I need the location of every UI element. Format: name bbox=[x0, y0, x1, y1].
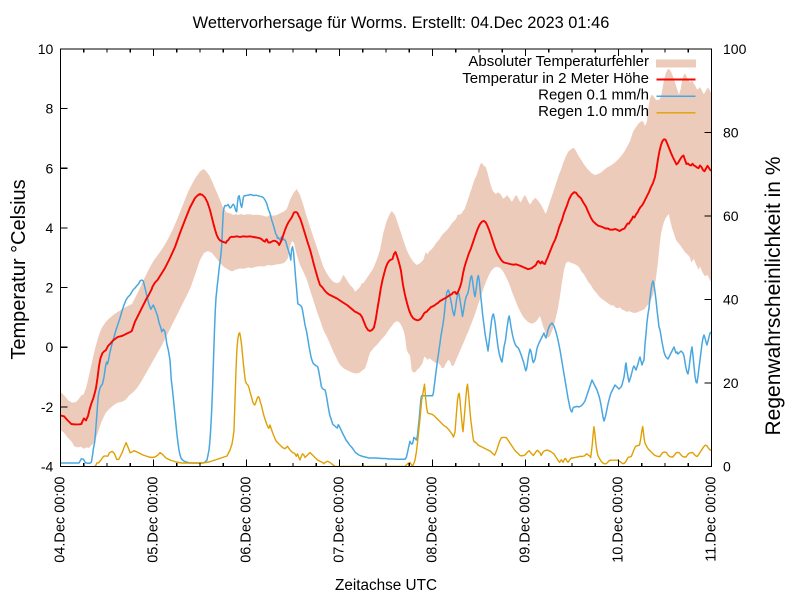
svg-text:6: 6 bbox=[46, 160, 54, 176]
svg-text:0: 0 bbox=[46, 339, 54, 355]
svg-text:06.Dec 00:00: 06.Dec 00:00 bbox=[239, 477, 255, 563]
svg-text:Regen 0.1 mm/h: Regen 0.1 mm/h bbox=[538, 86, 649, 103]
svg-text:10.Dec 00:00: 10.Dec 00:00 bbox=[611, 477, 627, 563]
svg-text:-2: -2 bbox=[41, 399, 54, 415]
svg-text:Wettervorhersage für Worms. Er: Wettervorhersage für Worms. Erstellt: 04… bbox=[193, 14, 610, 32]
svg-text:09.Dec 00:00: 09.Dec 00:00 bbox=[518, 477, 534, 563]
svg-text:11.Dec 00:00: 11.Dec 00:00 bbox=[704, 477, 720, 562]
svg-text:Regenwahrscheinlichkeit in %: Regenwahrscheinlichkeit in % bbox=[762, 157, 785, 436]
svg-text:Absoluter Temperaturfehler: Absoluter Temperaturfehler bbox=[468, 53, 649, 70]
svg-text:0: 0 bbox=[723, 459, 731, 475]
svg-text:10: 10 bbox=[38, 41, 54, 57]
svg-text:04.Dec 00:00: 04.Dec 00:00 bbox=[53, 477, 69, 563]
svg-text:05.Dec 00:00: 05.Dec 00:00 bbox=[146, 477, 162, 563]
svg-text:Temperatur in 2 Meter Höhe: Temperatur in 2 Meter Höhe bbox=[462, 70, 649, 87]
svg-text:2: 2 bbox=[46, 280, 54, 296]
svg-text:08.Dec 00:00: 08.Dec 00:00 bbox=[425, 477, 441, 563]
svg-text:80: 80 bbox=[723, 125, 739, 141]
svg-text:40: 40 bbox=[723, 292, 739, 308]
svg-text:Temperatur °Celsius: Temperatur °Celsius bbox=[8, 179, 30, 359]
svg-text:-4: -4 bbox=[41, 459, 54, 475]
svg-text:20: 20 bbox=[723, 375, 739, 391]
svg-text:Zeitachse UTC: Zeitachse UTC bbox=[335, 577, 437, 594]
svg-text:60: 60 bbox=[723, 208, 739, 224]
svg-text:100: 100 bbox=[723, 41, 747, 57]
svg-text:8: 8 bbox=[46, 101, 54, 117]
svg-text:07.Dec 00:00: 07.Dec 00:00 bbox=[332, 477, 348, 563]
svg-text:Regen 1.0 mm/h: Regen 1.0 mm/h bbox=[538, 103, 649, 120]
svg-text:4: 4 bbox=[46, 220, 54, 236]
